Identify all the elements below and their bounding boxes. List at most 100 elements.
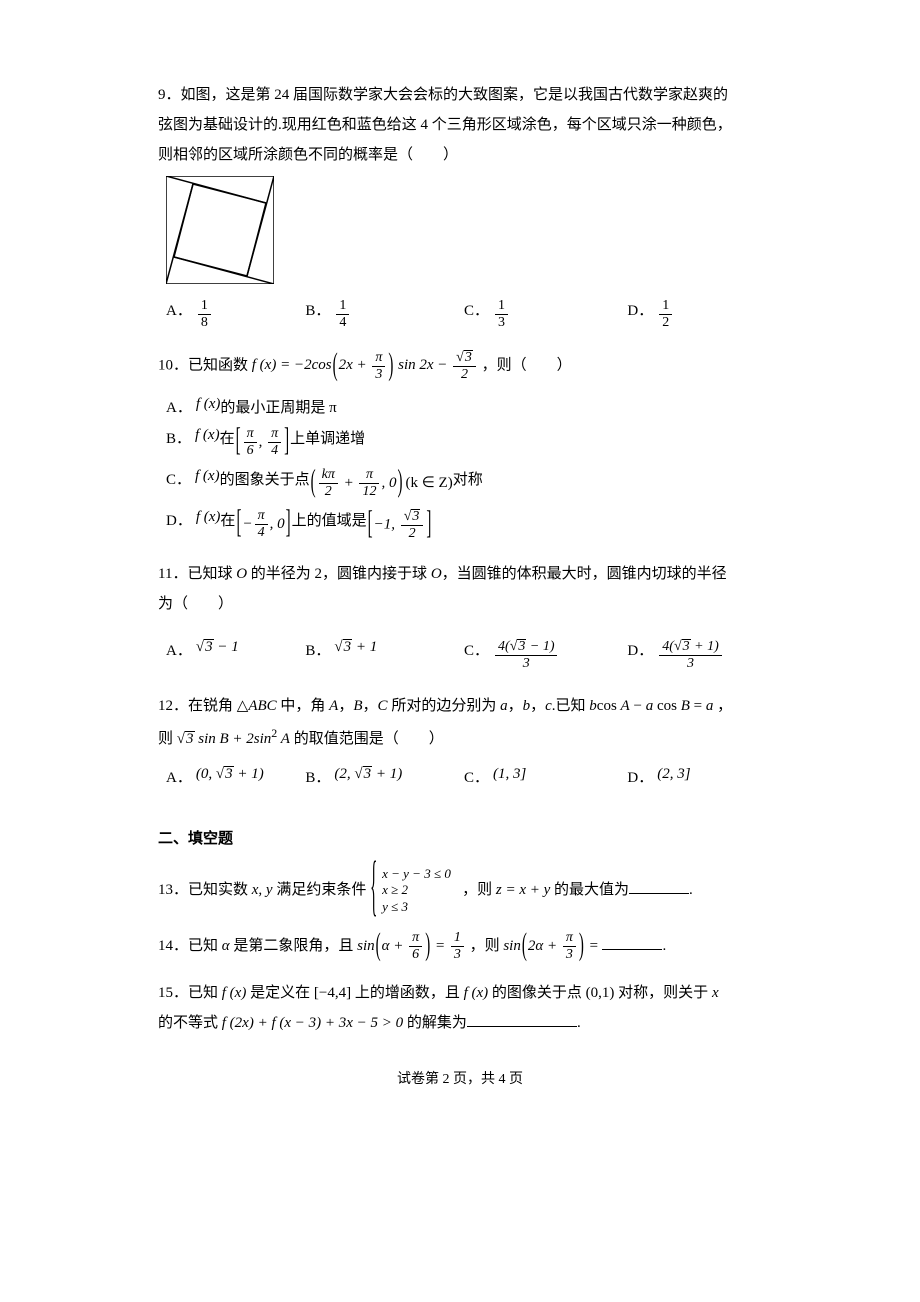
problem-10: 10．已知函数 f (x) = −2cos(2x + π3) sin 2x − … xyxy=(158,350,762,541)
tail: 对称 xyxy=(453,468,483,489)
p11-options: A． √3 − 1 B． √3 + 1 C． 4(√3 − 1) 3 D． 4(… xyxy=(166,639,762,671)
p11-option-b: B． √3 + 1 xyxy=(305,639,464,671)
option-label: D． xyxy=(166,509,192,530)
domain: [−π4, 0] xyxy=(235,509,291,540)
p12-option-a: A． (0, √3 + 1) xyxy=(166,766,305,787)
mid: 在 xyxy=(220,509,235,530)
expr: (2, √3 + 1) xyxy=(334,766,402,783)
case-3: y ≤ 3 xyxy=(382,899,451,915)
num: 1 xyxy=(495,299,508,314)
expr: (0, √3 + 1) xyxy=(196,766,264,783)
num: 1 xyxy=(198,299,211,314)
p10-options: A． f (x) 的最小正周期是 π B． f (x) 在 [π6, π4] 上… xyxy=(166,396,762,541)
expr: (2, 3] xyxy=(657,766,690,783)
p11-option-c: C． 4(√3 − 1) 3 xyxy=(464,639,627,671)
interval: [π6, π4] xyxy=(235,427,291,458)
option-label: C． xyxy=(166,468,191,489)
p10-option-c: C． f (x) 的图象关于点 (kπ2 + π12, 0)(k ∈ Z) 对称 xyxy=(166,468,762,499)
answer-blank xyxy=(629,880,689,894)
option-label: A． xyxy=(166,299,192,320)
option-label: A． xyxy=(166,639,192,660)
problem-14: 14．已知 α 是第二象限角，且 sin(α + π6) = 13 ，则 sin… xyxy=(158,931,762,962)
expr: √3 + 1 xyxy=(334,639,377,656)
sin-expr-2: sin(2α + π3) = xyxy=(503,938,598,954)
fraction-1-4: 1 4 xyxy=(336,299,349,330)
case-2: x ≥ 2 xyxy=(382,882,451,898)
p10-head: 10．已知函数 f (x) = −2cos(2x + π3) sin 2x − … xyxy=(158,350,762,382)
p10-fx: f (x) = −2cos(2x + π3) sin 2x − √32 xyxy=(252,357,478,373)
section-2-header: 二、填空题 xyxy=(158,827,762,848)
num: 1 xyxy=(659,299,672,314)
case-1: x − y − 3 ≤ 0 xyxy=(382,866,451,882)
den: 4 xyxy=(336,314,349,330)
p11-option-d: D． 4(√3 + 1) 3 xyxy=(627,639,762,671)
p9-option-d: D． 1 2 xyxy=(627,299,762,330)
option-label: B． xyxy=(305,639,330,660)
num: 1 xyxy=(336,299,349,314)
p11-text: 11．已知球 O 的半径为 2，圆锥内接于球 O，当圆锥的体积最大时，圆锥内切球… xyxy=(158,559,762,619)
p9-line1: 9．如图，这是第 24 届国际数学家大会会标的大致图案，它是以我国古代数学家赵爽… xyxy=(158,87,728,103)
p9-line3: 则相邻的区域所涂颜色不同的概率是（ ） xyxy=(158,147,458,163)
answer-blank xyxy=(602,936,662,950)
option-label: B． xyxy=(166,427,191,448)
problem-15: 15．已知 f (x) 是定义在 [−4,4] 上的增函数，且 f (x) 的图… xyxy=(158,978,762,1038)
p12-l2: 则 √3 sin B + 2sin2 A 的取值范围是（ ） xyxy=(158,731,444,747)
option-label: C． xyxy=(464,766,489,787)
p9-line2: 弦图为基础设计的.现用红色和蓝色给这 4 个三角形区域涂色，每个区域只涂一种颜色… xyxy=(158,117,732,133)
period: . xyxy=(662,938,666,954)
fx: f (x) xyxy=(195,468,220,485)
problem-11: 11．已知球 O 的半径为 2，圆锥内接于球 O，当圆锥的体积最大时，圆锥内切球… xyxy=(158,559,762,671)
option-label: D． xyxy=(627,639,653,660)
p14-pre: 14．已知 α 是第二象限角，且 xyxy=(158,938,357,954)
p12-option-c: C． (1, 3] xyxy=(464,766,627,787)
option-label: A． xyxy=(166,396,192,417)
problem-13: 13．已知实数 x, y 满足约束条件 x − y − 3 ≤ 0 x ≥ 2 … xyxy=(158,866,762,915)
problem-9: 9．如图，这是第 24 届国际数学家大会会标的大致图案，它是以我国古代数学家赵爽… xyxy=(158,80,762,330)
p14-text: 14．已知 α 是第二象限角，且 sin(α + π6) = 13 ，则 sin… xyxy=(158,931,762,962)
mid: 在 xyxy=(220,427,235,448)
p13-pre: 13．已知实数 x, y 满足约束条件 xyxy=(158,875,366,905)
range: [−1, √32] xyxy=(367,509,433,541)
p13-post: ，则 z = x + y 的最大值为 xyxy=(455,875,629,905)
fraction-1-3: 1 3 xyxy=(495,299,508,330)
p10-option-a: A． f (x) 的最小正周期是 π xyxy=(166,396,762,417)
fx: f (x) xyxy=(195,427,220,444)
fx: f (x) xyxy=(196,509,221,526)
den: 2 xyxy=(659,314,672,330)
p10-option-d: D． f (x) 在 [−π4, 0] 上的值域是 [−1, √32] xyxy=(166,509,762,541)
p11-l1: 11．已知球 O 的半径为 2，圆锥内接于球 O，当圆锥的体积最大时，圆锥内切球… xyxy=(158,566,727,582)
option-label: C． xyxy=(464,639,489,660)
p13-text: 13．已知实数 x, y 满足约束条件 x − y − 3 ≤ 0 x ≥ 2 … xyxy=(158,866,762,915)
p9-options: A． 1 8 B． 1 4 C． 1 3 D． 1 2 xyxy=(166,299,762,330)
tail: 的最小正周期是 π xyxy=(220,396,336,417)
p11-l2: 为（ ） xyxy=(158,596,233,612)
mid2: 上的值域是 xyxy=(292,509,367,530)
period: . xyxy=(689,882,693,898)
zhao-figure-icon xyxy=(166,176,274,284)
option-label: B． xyxy=(305,766,330,787)
p15-l2: 的不等式 f (2x) + f (x − 3) + 3x − 5 > 0 的解集… xyxy=(158,1015,467,1031)
option-label: C． xyxy=(464,299,489,320)
p12-text: 12．在锐角 △ABC 中，角 A，B，C 所对的边分别为 a，b，c.已知 b… xyxy=(158,691,762,754)
p10-pre: 10．已知函数 xyxy=(158,357,252,373)
p12-l1: 12．在锐角 △ABC 中，角 A，B，C 所对的边分别为 a，b，c.已知 b… xyxy=(158,698,732,714)
p14-mid: ，则 xyxy=(470,938,504,954)
period: . xyxy=(577,1015,581,1031)
mid: 的图象关于点 xyxy=(220,468,310,489)
fraction-1-8: 1 8 xyxy=(198,299,211,330)
tail: 上单调递增 xyxy=(290,427,365,448)
option-label: D． xyxy=(627,766,653,787)
den: 8 xyxy=(198,314,211,330)
p15-text: 15．已知 f (x) 是定义在 [−4,4] 上的增函数，且 f (x) 的图… xyxy=(158,978,762,1038)
option-label: A． xyxy=(166,766,192,787)
fraction: 4(√3 + 1) 3 xyxy=(659,639,721,671)
expr: (1, 3] xyxy=(493,766,526,783)
fraction-1-2: 1 2 xyxy=(659,299,672,330)
answer-blank xyxy=(467,1013,577,1027)
p12-options: A． (0, √3 + 1) B． (2, √3 + 1) C． (1, 3] … xyxy=(166,766,762,787)
p9-option-a: A． 1 8 xyxy=(166,299,305,330)
p15-l1: 15．已知 f (x) 是定义在 [−4,4] 上的增函数，且 f (x) 的图… xyxy=(158,985,719,1001)
p9-option-b: B． 1 4 xyxy=(305,299,464,330)
page-footer: 试卷第 2 页，共 4 页 xyxy=(158,1068,762,1088)
p10-option-b: B． f (x) 在 [π6, π4] 上单调递增 xyxy=(166,427,762,458)
